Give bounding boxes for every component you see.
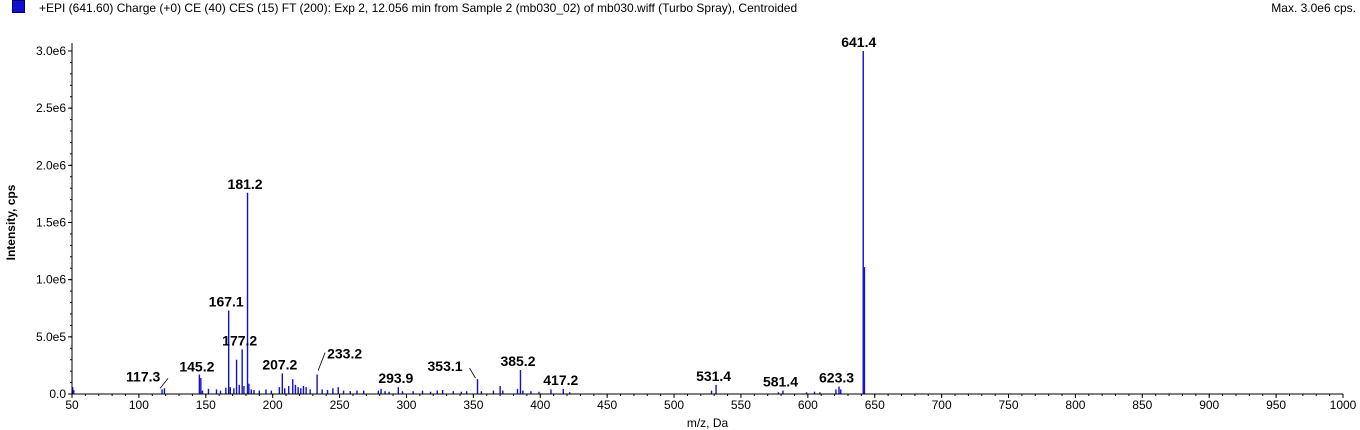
peak-label: 117.3 (126, 368, 160, 384)
spectrum-header: +EPI (641.60) Charge (+0) CE (40) CES (1… (0, 0, 1360, 18)
y-tick-label: 3.0e6 (36, 44, 66, 58)
x-tick-label: 350 (463, 398, 483, 412)
peak-labels: 117.3 145.2 167.1 177.2 181.2 207.2 233.2 293.9… (126, 34, 876, 390)
y-tick-label: 1.0e6 (36, 273, 66, 287)
peak-label: 167.1 (209, 294, 244, 310)
x-axis-ticks: 50 100 150 200 250 300 350 400 450 500 550 600 650 70… (65, 394, 1357, 412)
peak-label: 581.4 (763, 374, 798, 390)
x-tick-label: 250 (330, 398, 350, 412)
peak-leader-line (469, 367, 476, 379)
y-axis-title: Intensity, cps (4, 184, 18, 260)
y-axis-ticks: 0.0 5.0e5 1.0e6 1.5e6 2.0e6 2.5e6 3.0e6 (36, 44, 72, 401)
peak-label: 233.2 (327, 346, 362, 362)
x-tick-label: 200 (263, 398, 283, 412)
peak-leader-line (159, 378, 169, 389)
x-tick-label: 600 (798, 398, 818, 412)
y-tick-label: 2.0e6 (36, 158, 66, 172)
x-tick-label: 450 (597, 398, 617, 412)
peak-label: 207.2 (262, 356, 297, 372)
y-tick-label: 2.5e6 (36, 101, 66, 115)
x-tick-label: 950 (1266, 398, 1286, 412)
x-tick-label: 150 (196, 398, 216, 412)
peak-label: 531.4 (696, 368, 731, 384)
peak-label: 385.2 (500, 353, 535, 369)
spectrum-peaks (71, 51, 866, 394)
x-tick-label: 500 (664, 398, 684, 412)
spectrum-title: +EPI (641.60) Charge (+0) CE (40) CES (1… (39, 1, 798, 15)
peak-label: 417.2 (543, 372, 578, 388)
x-tick-label: 850 (1132, 398, 1152, 412)
peak-label: 145.2 (179, 359, 214, 375)
x-tick-label: 800 (1065, 398, 1085, 412)
peak-leader-line (317, 352, 326, 371)
x-tick-label: 50 (65, 398, 79, 412)
peak-label: 181.2 (228, 176, 263, 192)
y-tick-label: 5.0e5 (36, 330, 66, 344)
x-tick-label: 900 (1199, 398, 1219, 412)
peak-label: 293.9 (378, 370, 413, 386)
x-tick-label: 300 (396, 398, 416, 412)
x-tick-label: 650 (865, 398, 885, 412)
x-tick-label: 1000 (1330, 398, 1357, 412)
peak-label: 177.2 (222, 332, 257, 348)
x-tick-label: 550 (731, 398, 751, 412)
y-tick-label: 1.5e6 (36, 216, 66, 230)
peak-label: 623.3 (819, 370, 854, 386)
legend-swatch-icon (12, 0, 25, 13)
x-tick-label: 400 (530, 398, 550, 412)
max-intensity-label: Max. 3.0e6 cps. (1271, 1, 1356, 15)
x-tick-label: 700 (932, 398, 952, 412)
peak-label: 353.1 (428, 358, 463, 374)
peak-label: 641.4 (841, 34, 876, 50)
y-tick-label: 0.0 (49, 387, 66, 401)
x-tick-label: 750 (999, 398, 1019, 412)
x-axis-title: m/z, Da (687, 416, 729, 430)
x-tick-label: 100 (129, 398, 149, 412)
